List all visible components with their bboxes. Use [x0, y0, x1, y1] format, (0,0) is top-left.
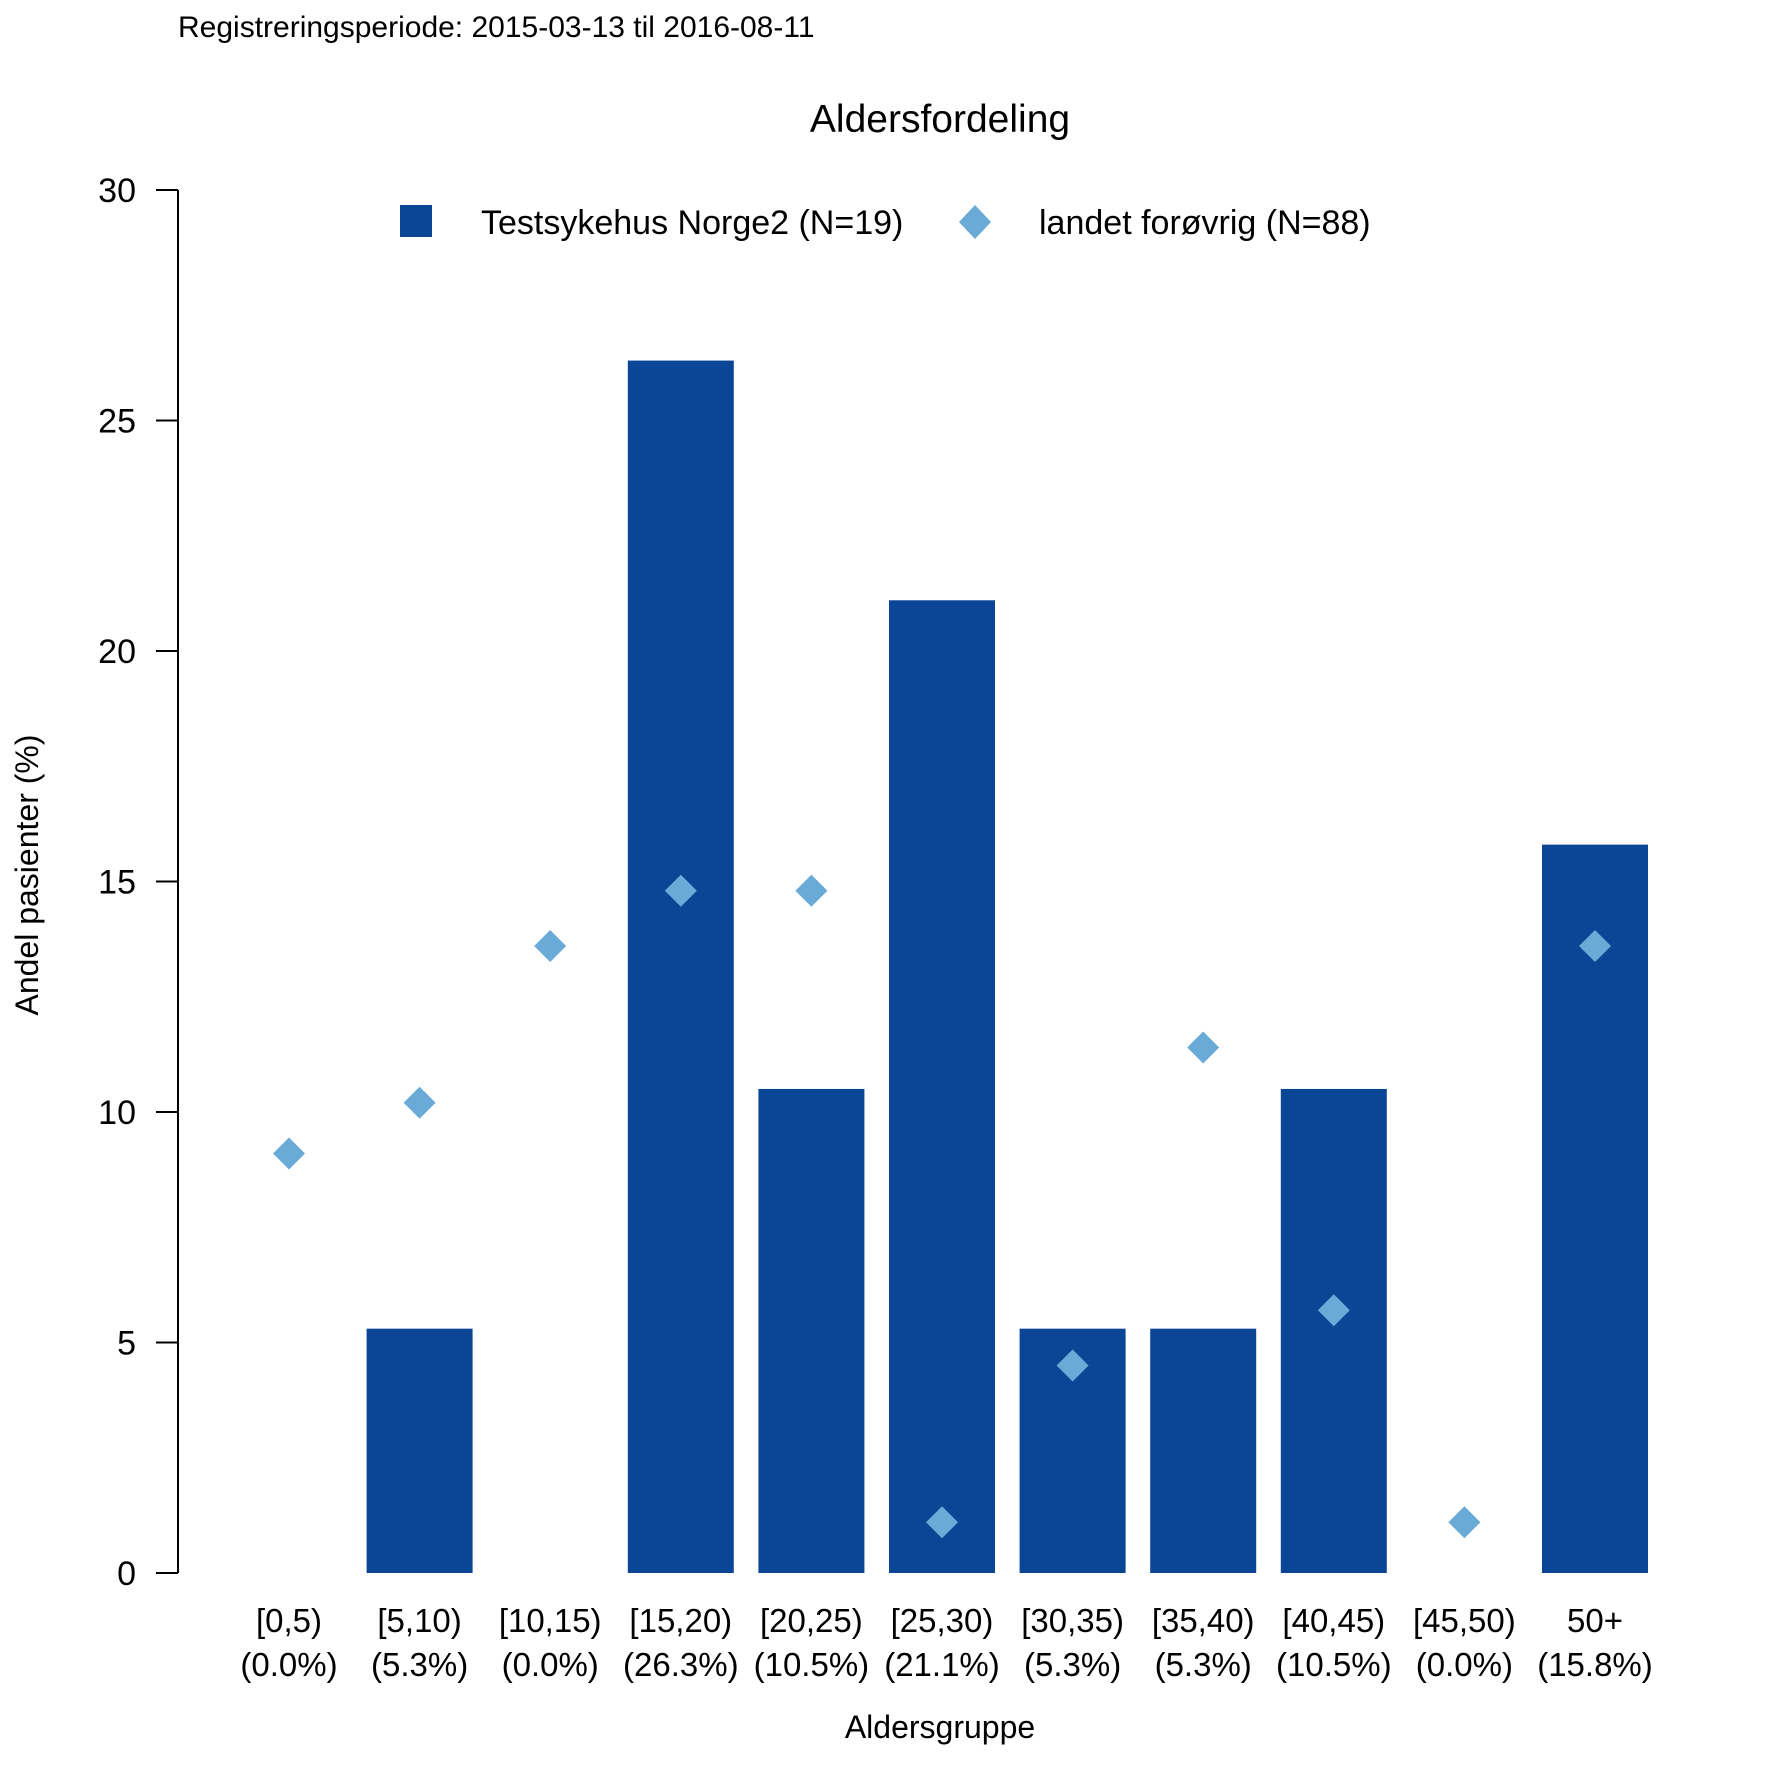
x-axis-label: Aldersgruppe [845, 1709, 1035, 1745]
bar-[15,20) [627, 360, 734, 1573]
x-tick-label: [0,5) [256, 1602, 322, 1639]
x-tick-sublabel: (0.0%) [502, 1646, 599, 1683]
x-tick-sublabel: (21.1%) [884, 1646, 1000, 1683]
y-tick-label: 5 [117, 1325, 136, 1363]
x-tick-sublabel: (10.5%) [1276, 1646, 1392, 1683]
x-tick-label: [20,25) [760, 1602, 863, 1639]
bar-[35,40) [1150, 1328, 1257, 1573]
x-tick-label: [10,15) [499, 1602, 602, 1639]
subtitle: Registreringsperiode: 2015-03-13 til 201… [178, 11, 815, 44]
y-tick-label: 10 [98, 1094, 136, 1132]
x-tick-sublabel: (5.3%) [1024, 1646, 1121, 1683]
marker-50+ [1579, 930, 1611, 963]
x-tick-sublabel: (0.0%) [1416, 1646, 1513, 1683]
marker-[45,50) [1448, 1506, 1481, 1539]
x-tick-label: [40,45) [1282, 1602, 1385, 1639]
y-tick-label: 20 [98, 633, 136, 671]
marker-[20,25) [795, 874, 828, 907]
bar-[40,45) [1280, 1088, 1387, 1573]
x-axis-labels: [0,5) (0.0%) [5,10) (5.3%) [10,15) (0.0%) [15,… [240, 1602, 1652, 1683]
marker-[10,15) [534, 930, 567, 963]
y-tick-label: 30 [98, 172, 136, 210]
y-tick-label: 0 [117, 1555, 136, 1593]
y-axis-label: Andel pasienter (%) [9, 734, 45, 1015]
legend-label-hospital: Testsykehus Norge2 (N=19) [481, 204, 903, 242]
x-tick-label: [25,30) [891, 1602, 994, 1639]
bar-[20,25) [758, 1088, 865, 1573]
x-tick-label: 50+ [1567, 1602, 1623, 1639]
y-tick-label: 15 [98, 864, 136, 902]
x-tick-sublabel: (10.5%) [754, 1646, 870, 1683]
y-tick-label: 25 [98, 403, 136, 441]
legend-marker-square [400, 205, 432, 237]
marker-[25,30) [926, 1506, 958, 1539]
marker-[0,5) [273, 1137, 305, 1170]
x-tick-label: [35,40) [1152, 1602, 1255, 1639]
x-tick-sublabel: (5.3%) [371, 1646, 468, 1683]
legend-marker-diamond [959, 205, 991, 239]
country-markers [273, 874, 1611, 1539]
marker-[40,45) [1317, 1294, 1350, 1327]
x-tick-label: [5,10) [377, 1602, 461, 1639]
x-tick-sublabel: (0.0%) [240, 1646, 337, 1683]
legend: Testsykehus Norge2 (N=19) landet forøvri… [400, 204, 1371, 242]
legend-label-country: landet forøvrig (N=88) [1039, 204, 1371, 242]
marker-[15,20) [664, 874, 697, 907]
x-tick-sublabel: (5.3%) [1155, 1646, 1252, 1683]
bars [366, 360, 1648, 1573]
marker-[35,40) [1187, 1031, 1220, 1064]
marker-[5,10) [403, 1086, 436, 1119]
x-tick-label: [45,50) [1413, 1602, 1516, 1639]
bar-[25,30) [889, 600, 995, 1573]
bar-50+ [1542, 844, 1648, 1573]
y-axis: 0 5 10 15 20 25 30 [98, 172, 179, 1593]
x-tick-label: [15,20) [629, 1602, 732, 1639]
x-tick-sublabel: (15.8%) [1537, 1646, 1653, 1683]
bar-[5,10) [366, 1328, 473, 1573]
x-tick-sublabel: (26.3%) [623, 1646, 739, 1683]
x-tick-label: [30,35) [1021, 1602, 1124, 1639]
marker-[30,35) [1056, 1349, 1089, 1382]
chart-title: Aldersfordeling [810, 98, 1070, 141]
